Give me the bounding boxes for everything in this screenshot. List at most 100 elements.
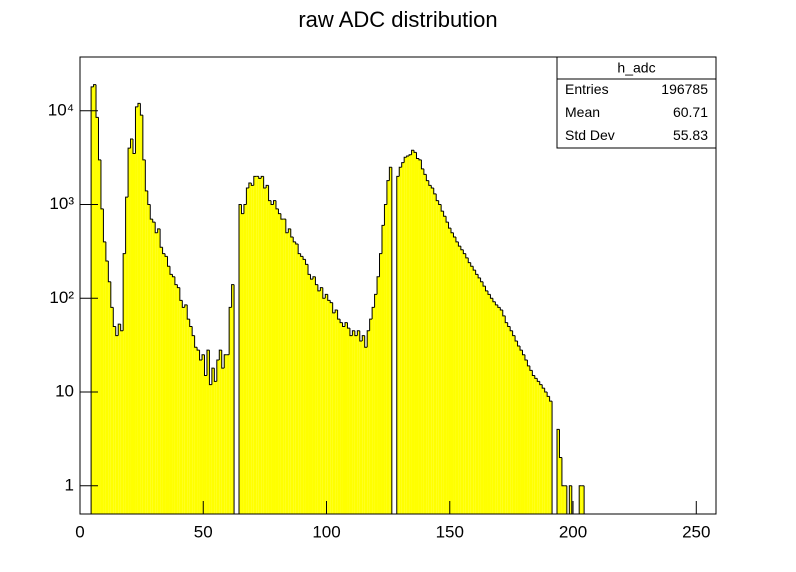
bar-edge bbox=[386, 180, 390, 205]
bar bbox=[455, 241, 459, 514]
bar-edge bbox=[317, 284, 321, 292]
bar-edge bbox=[258, 176, 262, 179]
bar bbox=[441, 211, 444, 514]
bar bbox=[113, 326, 116, 514]
bar bbox=[312, 276, 316, 514]
bar-edge bbox=[105, 241, 109, 262]
bar bbox=[473, 270, 476, 514]
x-tick-label: 100 bbox=[312, 522, 340, 541]
bar bbox=[246, 188, 249, 514]
bar bbox=[517, 345, 521, 514]
bar-edge bbox=[507, 322, 511, 328]
bar-edge bbox=[90, 86, 94, 514]
bar bbox=[557, 429, 560, 514]
bar-edge bbox=[312, 276, 316, 280]
bar-edge bbox=[206, 349, 210, 376]
bar-edge bbox=[480, 277, 484, 283]
bar-edge bbox=[127, 147, 131, 198]
bar-edge bbox=[319, 287, 323, 291]
bar-edge bbox=[379, 253, 382, 277]
bar-edge bbox=[366, 330, 370, 348]
bar-edge bbox=[477, 274, 481, 279]
bar-edge bbox=[376, 276, 380, 295]
bar-edge bbox=[337, 310, 341, 320]
bar-edge bbox=[369, 318, 373, 331]
bar bbox=[411, 150, 415, 514]
bar bbox=[515, 341, 518, 514]
bar-edge bbox=[529, 365, 533, 371]
bar-edge bbox=[519, 345, 523, 351]
bar-edge bbox=[539, 381, 543, 386]
bar bbox=[172, 276, 175, 514]
bar-edge bbox=[152, 219, 156, 223]
bar bbox=[100, 208, 104, 515]
bar bbox=[285, 232, 289, 514]
bar-edge bbox=[531, 370, 535, 377]
bar-edge bbox=[253, 175, 257, 186]
bar bbox=[184, 304, 188, 514]
bar bbox=[268, 200, 272, 515]
bar bbox=[342, 326, 345, 514]
bar bbox=[468, 262, 471, 514]
y-tick-label: 10⁴ bbox=[48, 100, 74, 119]
bar bbox=[266, 185, 269, 514]
y-tick-label: 10² bbox=[49, 288, 74, 307]
bar bbox=[460, 249, 464, 514]
y-tick-label: 10³ bbox=[49, 194, 74, 213]
bar bbox=[118, 324, 121, 514]
bar-edge bbox=[162, 247, 166, 255]
bar-edge bbox=[248, 182, 252, 189]
bar bbox=[458, 246, 461, 514]
bar bbox=[224, 354, 227, 514]
bar bbox=[204, 375, 207, 514]
bar bbox=[300, 256, 304, 514]
bar-edge bbox=[223, 354, 227, 369]
bar bbox=[110, 307, 114, 514]
bar-edge bbox=[167, 256, 170, 267]
bar bbox=[337, 319, 341, 514]
stats-frame bbox=[556, 56, 717, 149]
bar bbox=[320, 287, 323, 514]
bar bbox=[280, 219, 284, 514]
y-tick-label: 1 bbox=[65, 475, 74, 494]
bar-edge bbox=[472, 266, 476, 271]
bar bbox=[340, 322, 343, 514]
bar-edge bbox=[517, 341, 521, 347]
bar bbox=[537, 381, 540, 514]
bar-edge bbox=[398, 166, 402, 177]
bar bbox=[561, 485, 565, 514]
bar bbox=[438, 204, 442, 515]
bar bbox=[115, 335, 119, 514]
bar bbox=[404, 157, 407, 514]
bar-edge bbox=[245, 187, 249, 205]
bar-edge bbox=[97, 117, 101, 161]
bar bbox=[293, 241, 296, 514]
bar bbox=[569, 485, 572, 514]
bar bbox=[162, 253, 166, 514]
bar-edge bbox=[435, 193, 439, 202]
bar bbox=[362, 335, 365, 514]
bar bbox=[453, 237, 456, 514]
bar-edge bbox=[334, 309, 338, 313]
bar bbox=[529, 370, 533, 514]
bar bbox=[169, 274, 173, 514]
bar-edge bbox=[169, 266, 173, 275]
bar-edge bbox=[199, 350, 203, 361]
stats-label: Mean bbox=[565, 104, 600, 120]
bar bbox=[317, 290, 321, 514]
bar bbox=[335, 310, 338, 514]
bar bbox=[243, 204, 247, 515]
bar bbox=[475, 274, 479, 514]
bar-edge bbox=[438, 200, 442, 206]
bar bbox=[448, 228, 451, 515]
bar bbox=[137, 103, 141, 515]
bar bbox=[520, 350, 523, 514]
bar-edge bbox=[302, 256, 306, 260]
bar-edge bbox=[455, 237, 459, 243]
bar bbox=[364, 347, 368, 514]
bar bbox=[423, 174, 427, 514]
bar bbox=[463, 253, 466, 514]
bar-edge bbox=[423, 168, 427, 175]
bar bbox=[256, 176, 259, 514]
bar-edge bbox=[268, 185, 272, 202]
